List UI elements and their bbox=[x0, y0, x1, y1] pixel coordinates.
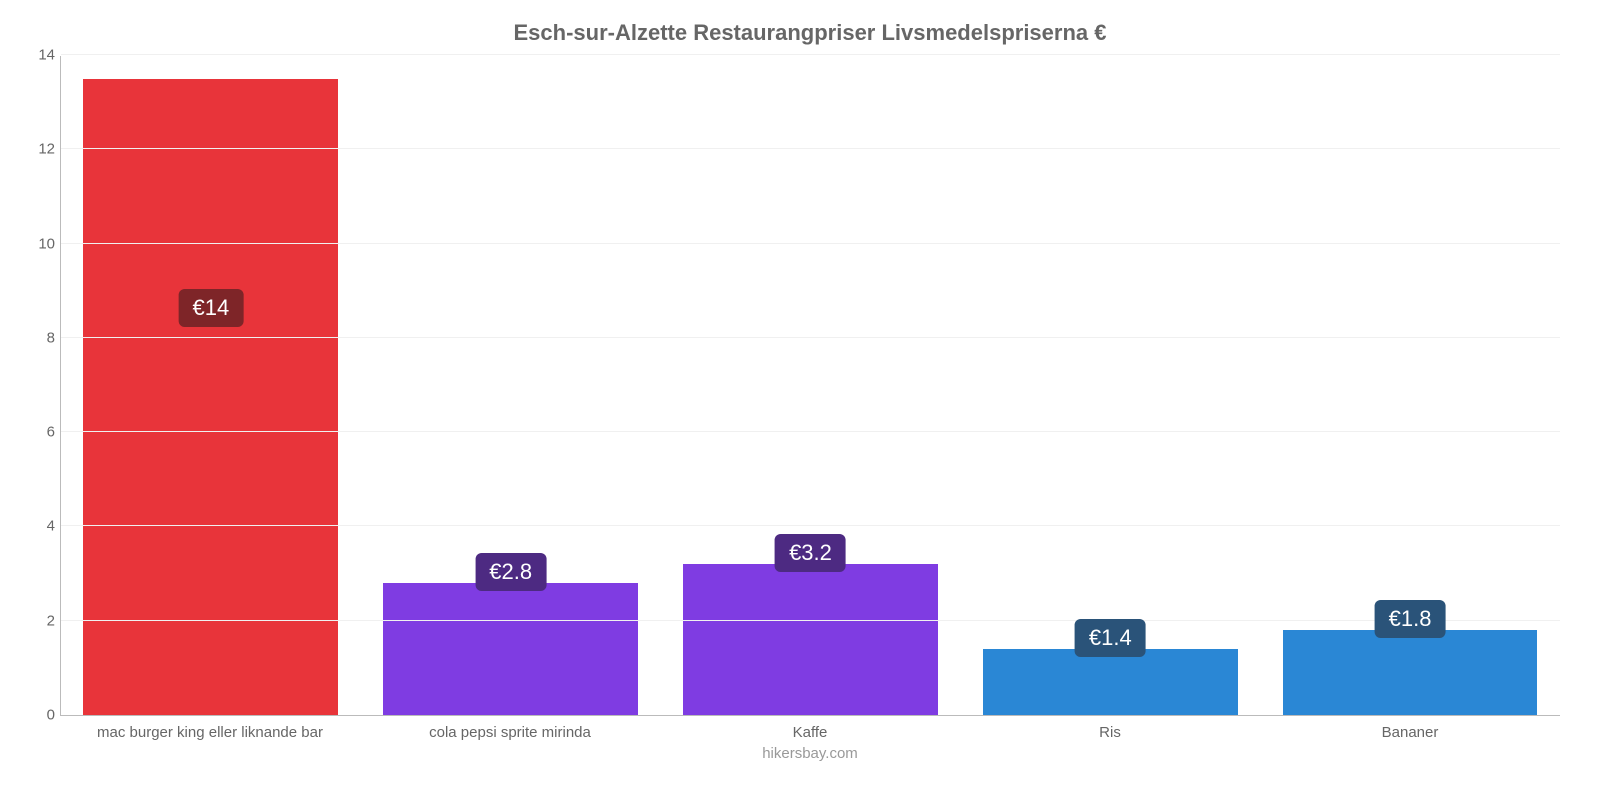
y-tick-label: 0 bbox=[21, 707, 55, 724]
grid-line bbox=[61, 620, 1560, 621]
grid-line bbox=[61, 54, 1560, 55]
grid-line bbox=[61, 431, 1560, 432]
plot-area: €14€2.8€3.2€1.4€1.8 02468101214 bbox=[60, 56, 1560, 716]
y-tick-label: 4 bbox=[21, 518, 55, 535]
x-tick-label: mac burger king eller liknande bar bbox=[60, 724, 360, 741]
bar: €1.8 bbox=[1283, 630, 1538, 715]
y-tick-label: 6 bbox=[21, 424, 55, 441]
grid-line bbox=[61, 525, 1560, 526]
x-tick-label: Bananer bbox=[1260, 724, 1560, 741]
grid-line bbox=[61, 337, 1560, 338]
bar: €3.2 bbox=[683, 564, 938, 715]
y-tick-label: 10 bbox=[21, 235, 55, 252]
y-tick-label: 14 bbox=[21, 47, 55, 64]
y-tick-label: 12 bbox=[21, 141, 55, 158]
x-tick-label: Ris bbox=[960, 724, 1260, 741]
chart-title: Esch-sur-Alzette Restaurangpriser Livsme… bbox=[60, 20, 1560, 46]
grid-line bbox=[61, 148, 1560, 149]
bar-slot: €2.8 bbox=[361, 56, 661, 715]
y-tick-label: 2 bbox=[21, 612, 55, 629]
bar-value-label: €2.8 bbox=[475, 553, 546, 591]
attribution-text: hikersbay.com bbox=[60, 745, 1560, 762]
x-axis-labels: mac burger king eller liknande barcola p… bbox=[60, 724, 1560, 741]
bar: €2.8 bbox=[383, 583, 638, 715]
grid-line bbox=[61, 243, 1560, 244]
bar-value-label: €14 bbox=[179, 289, 244, 327]
price-chart: Esch-sur-Alzette Restaurangpriser Livsme… bbox=[0, 0, 1600, 800]
bar-slot: €1.8 bbox=[1260, 56, 1560, 715]
bar-slot: €14 bbox=[61, 56, 361, 715]
bar-slot: €1.4 bbox=[960, 56, 1260, 715]
bar-value-label: €1.4 bbox=[1075, 619, 1146, 657]
bars-container: €14 €2.8 €3.2 €1.4 €1.8 bbox=[61, 56, 1560, 715]
bar-slot: €3.2 bbox=[661, 56, 961, 715]
y-tick-label: 8 bbox=[21, 329, 55, 346]
x-tick-label: Kaffe bbox=[660, 724, 960, 741]
bar-value-label: €1.8 bbox=[1375, 600, 1446, 638]
bar-value-label: €3.2 bbox=[775, 534, 846, 572]
x-tick-label: cola pepsi sprite mirinda bbox=[360, 724, 660, 741]
bar: €1.4 bbox=[983, 649, 1238, 715]
